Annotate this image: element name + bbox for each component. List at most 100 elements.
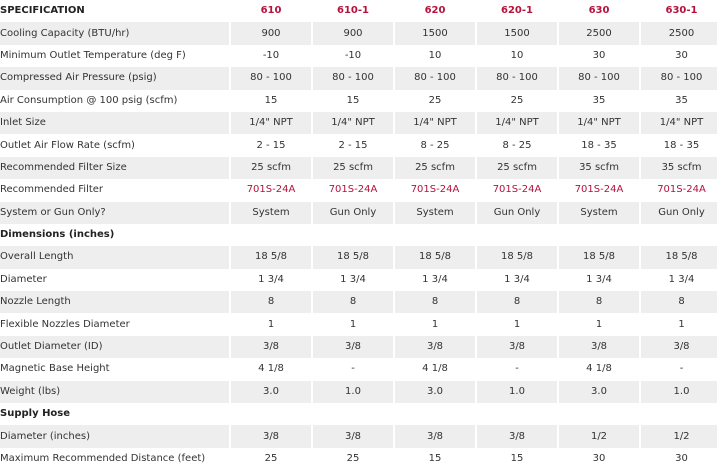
cell-value: 25 — [393, 89, 476, 112]
cell-value: 4 1/8 — [229, 358, 312, 381]
cell-value: 1/2 — [557, 425, 640, 448]
cell-value: 1/4" NPT — [311, 111, 394, 135]
table-row: Inlet Size 1/4" NPT 1/4" NPT 1/4" NPT 1/4" N… — [0, 111, 717, 135]
cell-value: 1 — [475, 313, 558, 336]
cell-value: 3/8 — [639, 335, 717, 359]
filter-link[interactable]: 701S-24A — [574, 184, 624, 196]
model-header: 620-1 — [475, 0, 558, 23]
table-row: Maximum Recommended Distance (feet) 25 25 1… — [0, 447, 717, 471]
cell-value: Gun Only — [639, 201, 717, 224]
table-row: Diameter 1 3/4 1 3/4 1 3/4 1 3/4 1 3/4 1 3/4 — [0, 268, 717, 292]
cell-value: 701S-24A — [393, 179, 476, 202]
cell-value: Gun Only — [475, 201, 558, 224]
cell-value: 15 — [229, 89, 312, 112]
section-title: Supply Hose — [0, 408, 71, 420]
cell-value: 10 — [475, 44, 558, 68]
cell-value: 35 — [639, 89, 717, 112]
cell-value: System — [393, 201, 476, 224]
section-row: Supply Hose — [0, 403, 717, 425]
cell-value: 1 3/4 — [393, 268, 476, 292]
cell-value: 2500 — [639, 22, 717, 45]
cell-value: 3/8 — [311, 425, 394, 448]
table-row: Nozzle Length 8 8 8 8 8 8 — [0, 291, 717, 314]
table-row: Air Consumption @ 100 psig (scfm) 15 15 25 2… — [0, 89, 717, 112]
cell-value: System — [557, 201, 640, 224]
filter-link[interactable]: 701S-24A — [410, 184, 460, 196]
row-label: System or Gun Only? — [0, 201, 230, 224]
model-header: 630 — [557, 0, 640, 23]
cell-value: 3/8 — [475, 425, 558, 448]
table-row: Flexible Nozzles Diameter 1 1 1 1 1 1 — [0, 313, 717, 336]
table-row: Outlet Diameter (ID) 3/8 3/8 3/8 3/8 3/8 3/8 — [0, 335, 717, 359]
cell-value: 701S-24A — [311, 179, 394, 202]
cell-value: 8 — [393, 291, 476, 314]
cell-value: 2500 — [557, 22, 640, 45]
cell-value: 80 - 100 — [229, 67, 312, 90]
table-row: Overall Length 18 5/8 18 5/8 18 5/8 18 5/8 18… — [0, 246, 717, 269]
row-label: Cooling Capacity (BTU/hr) — [0, 22, 230, 45]
cell-value: 10 — [393, 44, 476, 68]
cell-value: -10 — [311, 44, 394, 68]
cell-value: 1/4" NPT — [557, 111, 640, 135]
cell-value: 15 — [393, 447, 476, 471]
cell-value: 18 5/8 — [639, 246, 717, 269]
cell-value: 701S-24A — [475, 179, 558, 202]
filter-link[interactable]: 701S-24A — [246, 184, 296, 196]
cell-value: 701S-24A — [639, 179, 717, 202]
cell-value: 3/8 — [557, 335, 640, 359]
row-label: Maximum Recommended Distance (feet) — [0, 453, 206, 464]
cell-value: 15 — [475, 447, 558, 471]
model-header: 630-1 — [639, 0, 717, 23]
cell-value: 701S-24A — [557, 179, 640, 202]
cell-value: 3/8 — [393, 425, 476, 448]
cell-value: 25 — [311, 447, 394, 471]
filter-link[interactable]: 701S-24A — [657, 184, 706, 196]
section-title: Dimensions (inches) — [0, 229, 115, 241]
cell-value: 900 — [229, 22, 312, 45]
cell-value: - — [475, 358, 558, 381]
cell-value: 1 — [311, 313, 394, 336]
cell-value: 8 - 25 — [393, 134, 476, 157]
cell-value: 8 — [311, 291, 394, 314]
cell-value: 1.0 — [311, 380, 394, 404]
cell-value: 1/4" NPT — [393, 111, 476, 135]
table-row: Weight (lbs) 3.0 1.0 3.0 1.0 3.0 1.0 — [0, 380, 717, 404]
cell-value: 2 - 15 — [229, 134, 312, 157]
cell-value: 25 scfm — [311, 156, 394, 180]
cell-value: 3/8 — [311, 335, 394, 359]
cell-value: 1/4" NPT — [639, 111, 717, 135]
cell-value: 25 scfm — [475, 156, 558, 180]
row-label: Recommended Filter — [0, 184, 104, 196]
cell-value: 1 — [229, 313, 312, 336]
header-row: SPECIFICATION 610 610-1 620 620-1 630 63… — [0, 0, 717, 23]
cell-value: 80 - 100 — [393, 67, 476, 90]
cell-value: 1 3/4 — [557, 268, 640, 292]
model-header: 620 — [393, 0, 476, 23]
cell-value: 25 scfm — [393, 156, 476, 180]
row-label: Recommended Filter Size — [0, 156, 230, 180]
row-label: Air Consumption @ 100 psig (scfm) — [0, 94, 178, 106]
cell-value: 18 5/8 — [557, 246, 640, 269]
cell-value: 1 — [557, 313, 640, 336]
cell-value: 80 - 100 — [311, 67, 394, 90]
cell-value: 8 — [639, 291, 717, 314]
table-row: Recommended Filter Size 25 scfm 25 scfm 25 … — [0, 156, 717, 180]
cell-value: -10 — [229, 44, 312, 68]
cell-value: 30 — [639, 44, 717, 68]
cell-value: 35 — [557, 89, 640, 112]
cell-value: 80 - 100 — [639, 67, 717, 90]
cell-value: 18 - 35 — [639, 134, 717, 157]
cell-value: 1500 — [393, 22, 476, 45]
cell-value: 1500 — [475, 22, 558, 45]
cell-value: 18 - 35 — [557, 134, 640, 157]
cell-value: 18 5/8 — [475, 246, 558, 269]
cell-value: - — [639, 358, 717, 381]
cell-value: 80 - 100 — [557, 67, 640, 90]
table-row: Outlet Air Flow Rate (scfm) 2 - 15 2 - 15 8… — [0, 134, 717, 157]
table-row: Magnetic Base Height 4 1/8-4 1/8-4 1/8- — [0, 358, 717, 381]
cell-value: 25 — [475, 89, 558, 112]
filter-link[interactable]: 701S-24A — [492, 184, 542, 196]
table-row: Minimum Outlet Temperature (deg F) -10 -10… — [0, 44, 717, 68]
filter-link[interactable]: 701S-24A — [328, 184, 378, 196]
